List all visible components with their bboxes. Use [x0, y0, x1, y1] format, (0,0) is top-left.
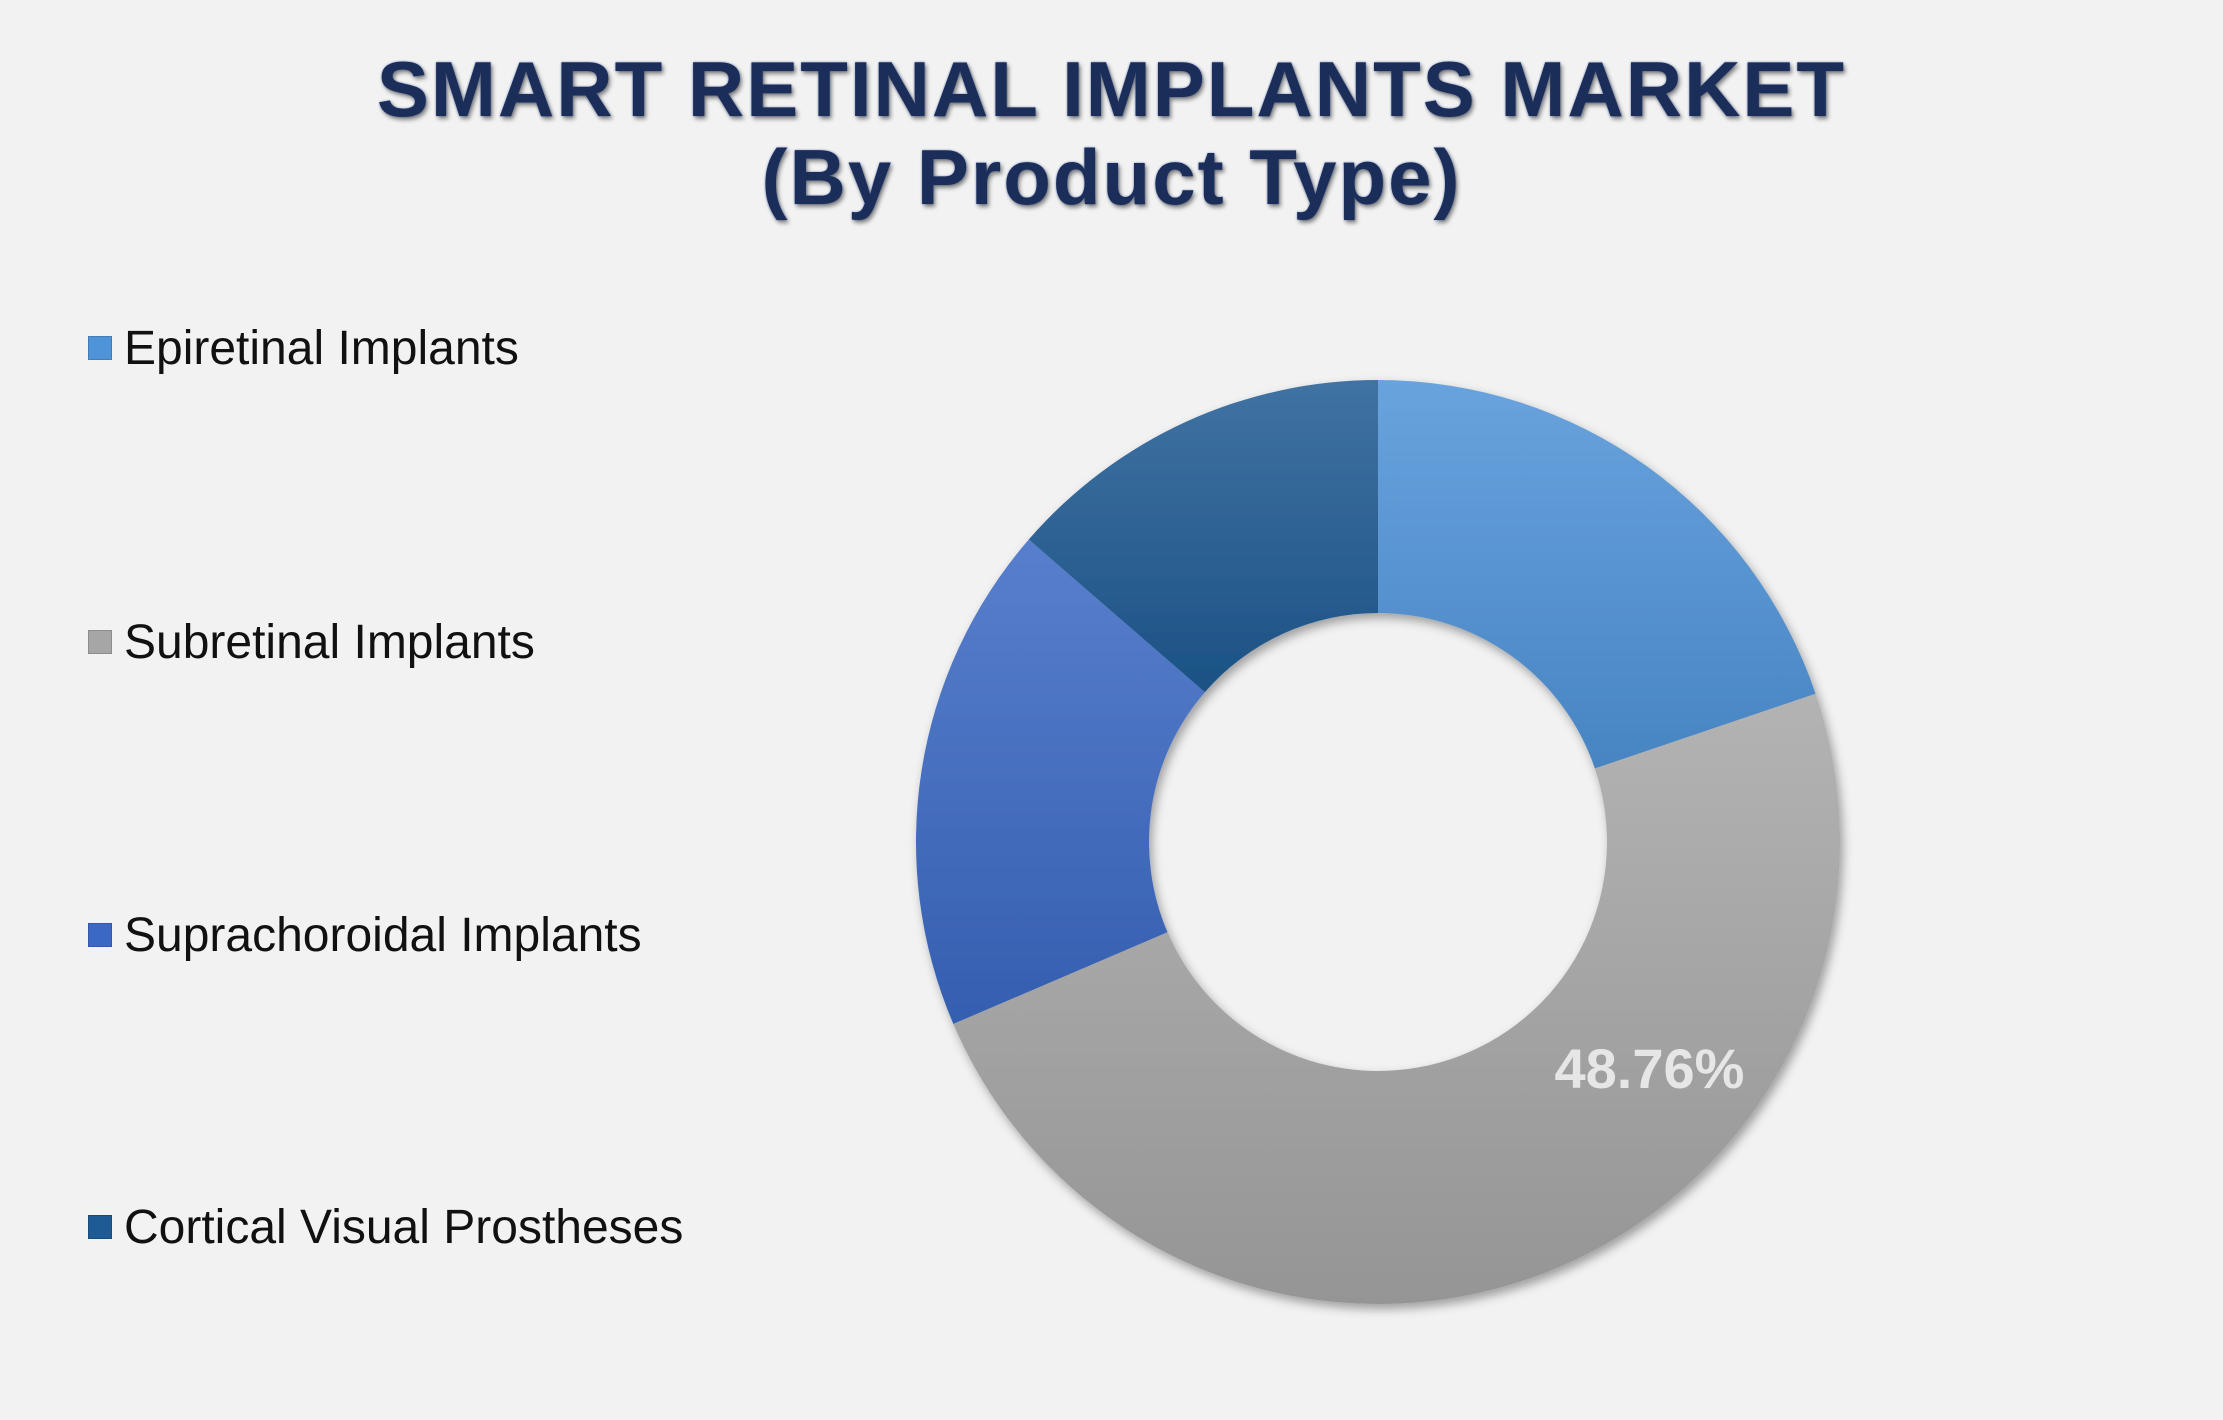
legend-item-epiretinal: Epiretinal Implants: [88, 318, 519, 378]
legend-label-subretinal: Subretinal Implants: [124, 615, 535, 669]
chart-title-line-2: (By Product Type): [761, 133, 1462, 221]
slice-cortical: [1028, 380, 1378, 693]
legend-item-cortical: Cortical Visual Prostheses: [88, 1197, 683, 1257]
chart-title: SMART RETINAL IMPLANTS MARKET (By Produc…: [0, 45, 2223, 221]
legend-label-epiretinal: Epiretinal Implants: [124, 321, 519, 375]
legend-item-suprachoroidal: Suprachoroidal Implants: [88, 905, 642, 965]
donut-slices: [915, 380, 1841, 1305]
slice-suprachoroidal: [915, 539, 1205, 1024]
legend-label-cortical: Cortical Visual Prostheses: [124, 1200, 684, 1254]
legend-label-suprachoroidal: Suprachoroidal Implants: [124, 908, 642, 962]
data-label-subretinal: 48.76%: [1555, 1037, 1745, 1100]
legend-swatch-epiretinal: [88, 336, 112, 360]
legend-swatch-cortical: [88, 1215, 112, 1239]
chart-title-line-1: SMART RETINAL IMPLANTS MARKET: [376, 45, 1847, 133]
legend-swatch-subretinal: [88, 630, 112, 654]
slice-epiretinal: [1378, 380, 1816, 769]
slice-subretinal: [953, 693, 1841, 1305]
legend-item-subretinal: Subretinal Implants: [88, 612, 535, 672]
legend-swatch-suprachoroidal: [88, 923, 112, 947]
chart-legend: Epiretinal Implants Subretinal Implants …: [88, 0, 788, 1420]
